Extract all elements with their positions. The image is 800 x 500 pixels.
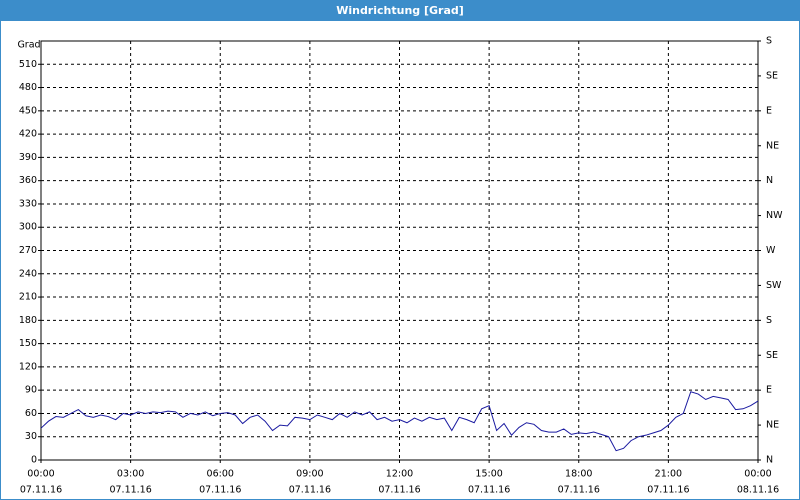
y2-tick-label: NE [766,420,779,431]
x-tick-date: 07.11.16 [468,485,510,496]
y-tick-label: 480 [19,82,37,93]
y-tick-label: 270 [19,245,37,256]
x-tick-label: 09:00 [296,469,323,480]
x-tick-date: 08.11.16 [737,485,779,496]
y-tick-label: 510 [19,59,37,70]
x-tick-label: 21:00 [655,469,682,480]
y2-tick-label: N [766,175,773,186]
y-tick-label: 450 [19,105,37,116]
y2-tick-label: SE [766,70,778,81]
y2-tick-label: S [766,36,772,47]
y-tick-label: 30 [25,431,37,442]
y-axis-label: Grad [17,40,40,51]
y2-tick-label: W [766,245,776,256]
y-tick-label: 210 [19,292,37,303]
x-tick-date: 07.11.16 [558,485,600,496]
y2-tick-label: SE [766,350,778,361]
y2-tick-label: N [766,455,773,466]
x-tick-label: 03:00 [117,469,144,480]
x-tick-label: 15:00 [475,469,502,480]
y-tick-label: 240 [19,268,37,279]
y-tick-label: 300 [19,222,37,233]
x-tick-date: 07.11.16 [378,485,420,496]
y-tick-label: 330 [19,198,37,209]
y-tick-label: 90 [25,385,37,396]
title-bar: Windrichtung [Grad] [1,1,799,21]
y2-tick-label: NW [766,210,783,221]
x-tick-date: 07.11.16 [647,485,689,496]
x-tick-date: 07.11.16 [20,485,62,496]
y2-tick-label: S [766,315,772,326]
y-tick-label: 0 [31,455,37,466]
y2-tick-label: E [766,385,772,396]
x-tick-label: 00:00 [27,469,54,480]
y-tick-label: 180 [19,315,37,326]
y2-tick-label: NE [766,140,779,151]
plot-frame [40,40,759,461]
y2-tick-label: SW [766,280,782,291]
y2-tick-label: E [766,105,772,116]
y-tick-label: 390 [19,152,37,163]
x-tick-date: 07.11.16 [109,485,151,496]
x-tick-date: 07.11.16 [289,485,331,496]
y-tick-label: 150 [19,338,37,349]
x-tick-label: 06:00 [207,469,234,480]
data-line [40,391,759,452]
x-tick-label: 18:00 [565,469,592,480]
x-tick-label: 12:00 [386,469,413,480]
x-tick-date: 07.11.16 [199,485,241,496]
y-tick-label: 60 [25,408,37,419]
x-tick-label: 00:00 [744,469,771,480]
y-tick-label: 360 [19,175,37,186]
y-tick-label: 420 [19,129,37,140]
y-tick-label: 120 [19,361,37,372]
